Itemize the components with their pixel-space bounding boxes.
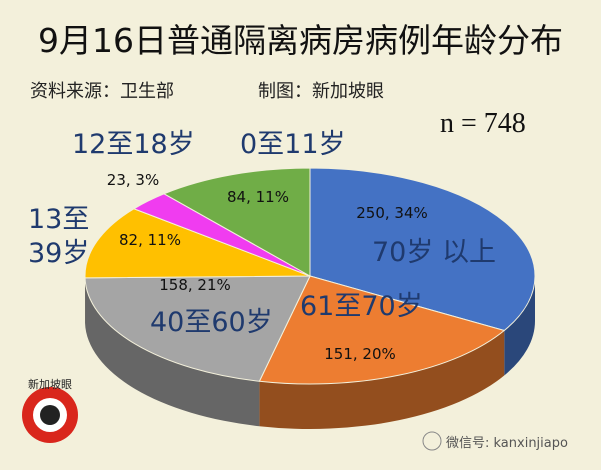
chart-title: 9月16日普通隔离病房病例年龄分布 xyxy=(38,21,563,60)
pie-side xyxy=(85,277,260,427)
pie-side xyxy=(504,276,535,376)
pie-slice xyxy=(162,167,311,277)
data-label: 158, 21% xyxy=(159,276,231,294)
category-label: 70岁 以上 xyxy=(372,237,496,268)
category-label: 61至70岁 xyxy=(300,291,423,322)
pie-side xyxy=(259,330,505,430)
logo-pupil xyxy=(40,405,60,425)
category-label: 13至39岁 xyxy=(28,204,90,269)
category-label: 0至11岁 xyxy=(240,129,346,160)
source: 资料来源：卫生部 xyxy=(30,81,174,102)
data-label: 84, 11% xyxy=(227,188,289,206)
wechat-icon xyxy=(422,431,442,451)
data-label: 250, 34% xyxy=(356,204,428,222)
pie-slice xyxy=(258,275,506,385)
data-label: 151, 20% xyxy=(324,345,396,363)
logo-text: 新加坡眼 xyxy=(28,378,72,391)
category-label: 40至60岁 xyxy=(150,307,273,338)
pie-slice xyxy=(84,208,311,279)
pie-slice xyxy=(84,275,311,382)
category-label: 12至18岁 xyxy=(72,129,195,160)
watermark: 微信号: kanxinjiapo xyxy=(446,436,568,451)
pie-slice xyxy=(309,167,536,332)
credit: 制图：新加坡眼 xyxy=(258,81,384,102)
data-label: 82, 11% xyxy=(119,231,181,249)
annotation: n = 748 xyxy=(440,108,526,139)
data-label: 23, 3% xyxy=(106,171,160,189)
